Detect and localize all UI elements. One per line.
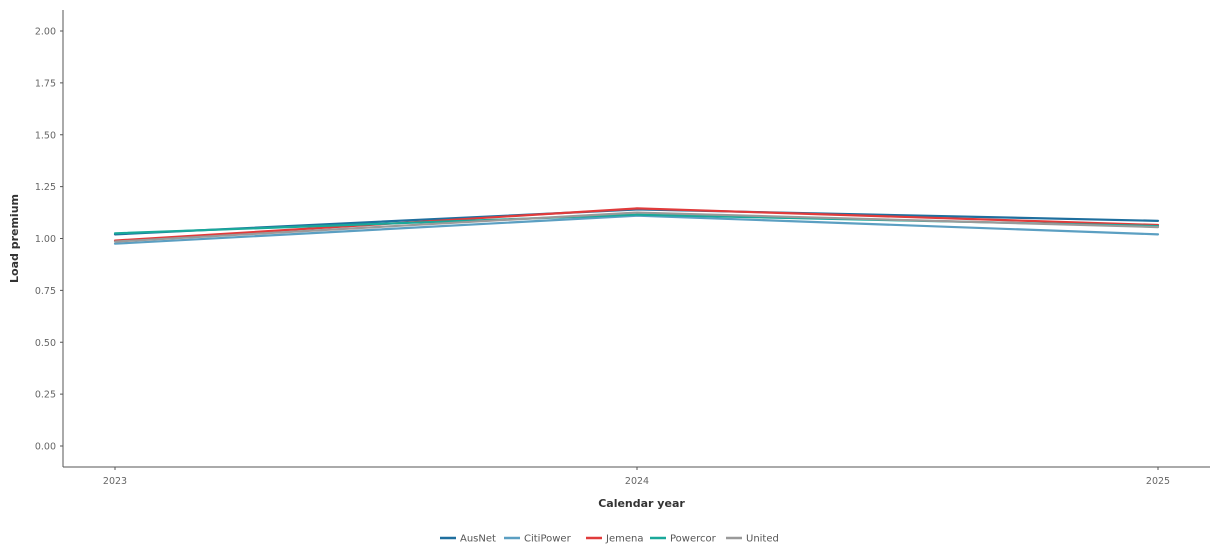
y-tick-label: 0.75 (35, 286, 56, 297)
legend-label: CitiPower (524, 534, 572, 545)
tick-labels: 0.00 0.25 0.50 0.75 1.00 1.25 1.50 1.75 2.00 2023… (35, 27, 1170, 488)
series-line-jemena (113, 207, 1160, 242)
legend-label: Jemena (605, 534, 643, 545)
y-tick-label: 0.50 (35, 338, 56, 349)
legend-label: United (746, 534, 779, 545)
legend-item-united: United (726, 534, 779, 545)
y-tick-label: 0.00 (35, 442, 56, 453)
x-axis-title: Calendar year (598, 497, 685, 510)
y-tick-label: 1.50 (35, 130, 56, 141)
series-lines (113, 207, 1160, 245)
y-tick-label: 1.00 (35, 234, 56, 245)
axes (62, 10, 1210, 468)
series-line-united (113, 211, 1160, 243)
y-tick-label: 0.25 (35, 390, 56, 401)
y-tick-label: 1.25 (35, 182, 56, 193)
x-tick-label: 2025 (1146, 476, 1170, 487)
legend-item-ausnet: AusNet (440, 534, 496, 545)
y-tick-label: 1.75 (35, 78, 56, 89)
legend-item-citipower: CitiPower (504, 534, 572, 545)
legend: AusNet CitiPower Jemena Powercor United (440, 534, 779, 545)
legend-label: Powercor (670, 534, 717, 545)
x-tick-label: 2023 (103, 476, 127, 487)
y-axis-title: Load premium (8, 194, 21, 283)
x-tick-label: 2024 (625, 476, 649, 487)
legend-item-powercor: Powercor (650, 534, 717, 545)
legend-label: AusNet (460, 534, 496, 545)
y-tick-label: 2.00 (35, 27, 56, 38)
legend-item-jemena: Jemena (586, 534, 643, 545)
